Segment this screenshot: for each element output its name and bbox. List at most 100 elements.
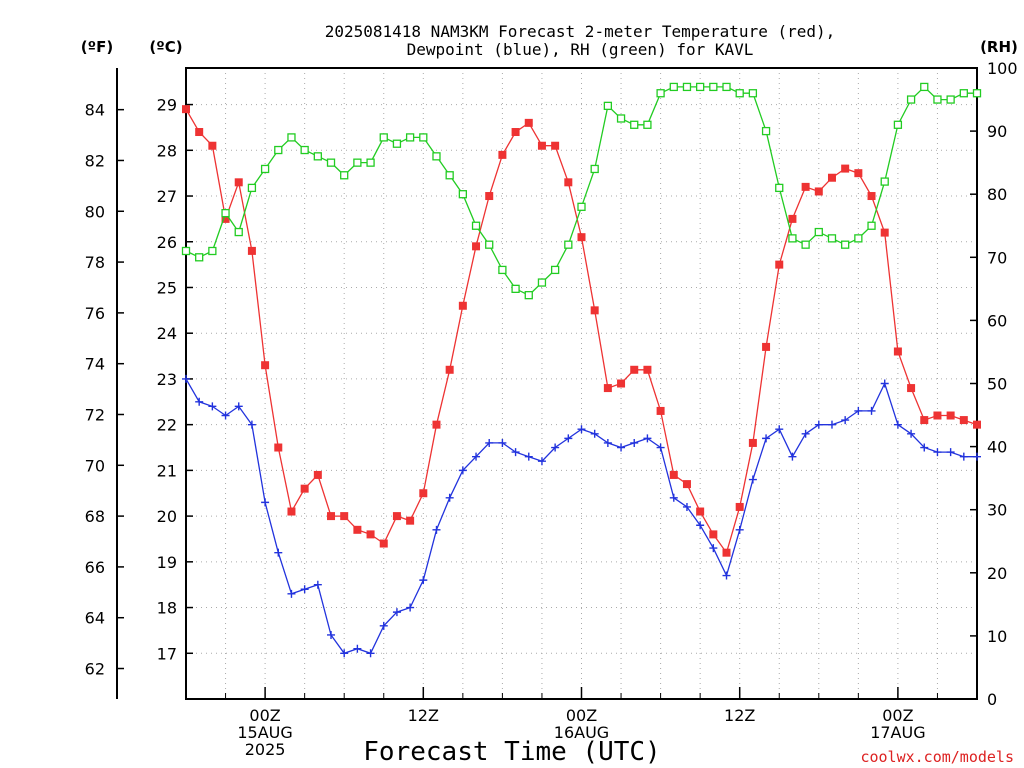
rh-point [656, 89, 665, 98]
temperature-point [195, 128, 204, 137]
dewpoint-point [195, 397, 204, 406]
rh-point [392, 139, 402, 148]
x-tick-label: 00Z [249, 706, 280, 725]
dewpoint-point [419, 576, 428, 585]
rh-point [590, 164, 599, 174]
dewpoint-point [340, 649, 349, 658]
temperature-point [946, 411, 955, 420]
temperature-point [511, 128, 520, 137]
x-tick-label: 12Z [724, 706, 755, 725]
temperature-point [419, 489, 428, 498]
dewpoint-point [867, 406, 876, 415]
rh-point [775, 183, 784, 193]
dewpoint-point [537, 457, 546, 466]
temperature-point [788, 214, 797, 223]
dewpoint-point [788, 452, 797, 461]
celsius-tick-label: 17 [157, 644, 177, 663]
rh-point [643, 120, 652, 129]
temperature-point [748, 438, 757, 447]
temperature-point [682, 480, 691, 489]
fahrenheit-tick-label: 80 [85, 202, 105, 221]
dewpoint-point [748, 475, 757, 484]
axes [116, 67, 978, 700]
dewpoint-point [920, 443, 929, 452]
temperature-point [537, 141, 546, 150]
dewpoint-point [762, 434, 771, 443]
temperature-point [485, 192, 494, 201]
credit-text: coolwx.com/models [860, 748, 1014, 766]
dewpoint-point [735, 525, 744, 534]
rh-tick-label: 50 [987, 375, 1007, 394]
dewpoint-point [696, 521, 705, 530]
temperature-point [603, 384, 612, 393]
temperature-point [814, 187, 823, 196]
temperature-point [445, 365, 454, 374]
celsius-tick-label: 25 [157, 278, 177, 297]
temperature-point [801, 182, 810, 191]
dewpoint-point [946, 448, 955, 457]
temperature-point [656, 406, 665, 415]
temperature-point [287, 507, 296, 516]
rh-point [234, 227, 243, 237]
dewpoint-point [472, 452, 481, 461]
fahrenheit-tick-label: 84 [85, 101, 105, 120]
rh-point [550, 265, 560, 275]
x-tick-label: 00Z [566, 706, 597, 725]
rh-point [208, 246, 217, 256]
celsius-tick-label: 28 [157, 141, 177, 160]
temperature-point [564, 178, 573, 187]
temperature-point [353, 525, 362, 534]
series-temperature [182, 105, 981, 557]
x-tick-label: 00Z [882, 706, 913, 725]
celsius-tick-label: 22 [157, 416, 177, 435]
series [181, 82, 982, 658]
dewpoint-point [669, 493, 678, 502]
fahrenheit-tick-label: 78 [85, 253, 105, 272]
temperature-point [959, 416, 968, 425]
temperature-point [933, 411, 942, 420]
rh-point [485, 240, 494, 249]
rh-tick-label: 70 [987, 248, 1007, 267]
rh-point [933, 95, 942, 104]
dewpoint-point [287, 589, 296, 598]
fahrenheit-tick-label: 64 [85, 609, 105, 628]
dewpoint-point [511, 448, 520, 457]
dewpoint-point [603, 438, 612, 447]
rh-point [946, 95, 955, 104]
rh-point [854, 234, 863, 243]
dewpoint-point [590, 429, 599, 438]
temperature-point [234, 178, 243, 187]
rh-point [195, 253, 204, 262]
rh-point [893, 120, 903, 129]
temperature-point [406, 516, 415, 525]
dewpoint-point [841, 416, 850, 425]
rh-point [801, 240, 810, 249]
temperature-point [551, 141, 560, 150]
rh-point [696, 82, 705, 92]
temperature-point [590, 306, 599, 315]
rh-point [709, 82, 718, 92]
dewpoint-point [643, 434, 652, 443]
rh-point [260, 164, 270, 174]
celsius-tick-label: 27 [157, 187, 177, 206]
rh-point [603, 101, 613, 111]
fahrenheit-tick-label: 70 [85, 456, 105, 475]
dewpoint-point [445, 493, 454, 502]
rh-point [379, 133, 388, 142]
chart-title-line-1: 2025081418 NAM3KM Forecast 2-meter Tempe… [325, 22, 836, 41]
dewpoint-point [406, 603, 415, 612]
fahrenheit-tick-label: 76 [85, 304, 105, 323]
dewpoint-point [498, 438, 507, 447]
dewpoint-point [907, 429, 916, 438]
temperature-point [722, 548, 731, 557]
temperature-point [735, 502, 744, 511]
rh-point [537, 278, 547, 287]
rh-point [722, 82, 731, 92]
dewpoint-point [366, 649, 375, 658]
temperature-point [880, 228, 889, 237]
temperature-point [327, 512, 336, 521]
temperature-point [762, 342, 771, 351]
chart-title-line-2: Dewpoint (blue), RH (green) for KAVL [407, 40, 754, 59]
rh-point [366, 158, 375, 167]
